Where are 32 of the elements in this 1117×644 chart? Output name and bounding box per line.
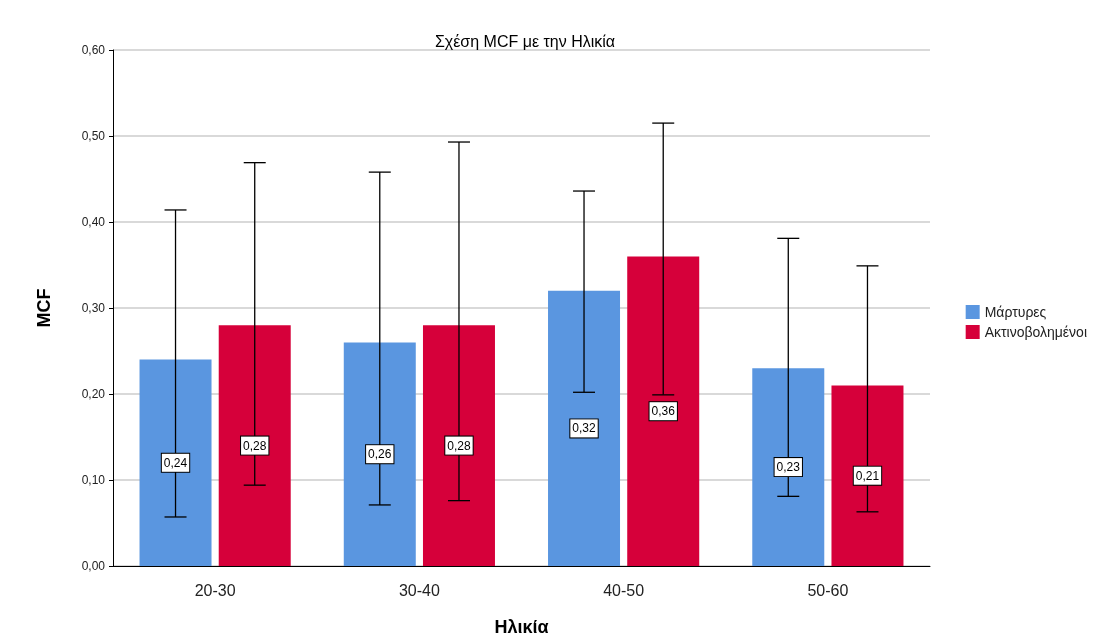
bar xyxy=(343,342,416,566)
data-label: 0,24 xyxy=(163,455,188,470)
y-tick-label: 0,50 xyxy=(81,129,106,143)
y-axis-title: MCF xyxy=(34,288,54,328)
data-label: 0,28 xyxy=(243,438,267,453)
legend-label: Ακτινοβολημένοι xyxy=(984,324,1087,340)
data-label: 0,23 xyxy=(776,460,801,475)
bar xyxy=(752,368,825,566)
x-tick-label: 30-40 xyxy=(398,581,440,599)
legend-label: Μάρτυρες xyxy=(984,304,1047,320)
bar xyxy=(139,359,212,566)
bar xyxy=(548,290,621,566)
bar xyxy=(831,385,904,566)
data-label: 0,32 xyxy=(572,421,597,436)
x-tick-label: 40-50 xyxy=(603,581,645,599)
data-label: 0,26 xyxy=(368,447,392,462)
y-tick-label: 0,30 xyxy=(81,301,106,315)
x-tick-label: 50-60 xyxy=(807,581,849,599)
y-tick-label: 0,60 xyxy=(81,43,106,57)
bar xyxy=(422,325,495,566)
y-tick-label: 0,40 xyxy=(81,215,106,229)
data-label: 0,28 xyxy=(447,438,471,453)
y-tick-label: 0,00 xyxy=(81,559,106,573)
x-axis-title: Ηλικία xyxy=(494,617,549,637)
data-label: 0,36 xyxy=(651,404,676,419)
chart-title: Σχέση MCF με την Ηλικία xyxy=(434,32,616,50)
y-tick-label: 0,10 xyxy=(81,473,106,487)
data-label: 0,21 xyxy=(855,468,880,483)
bar xyxy=(218,325,291,566)
x-tick-label: 20-30 xyxy=(194,581,236,599)
bar xyxy=(627,256,700,566)
y-tick-label: 0,20 xyxy=(81,387,106,401)
